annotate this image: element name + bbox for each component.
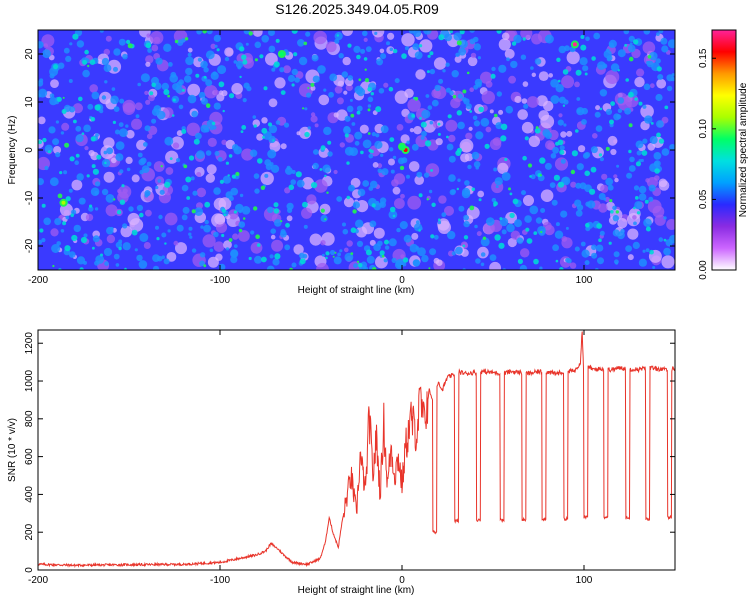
colorbar: 0.00 0.05 0.10 0.15 Normalized spectral amp… xyxy=(698,29,749,280)
spectral-peak xyxy=(279,52,284,56)
colorbar-tick-label: 0.10 xyxy=(698,119,709,139)
spectral-peak xyxy=(572,42,577,47)
figure-title: S126.2025.349.04.05.R09 xyxy=(275,1,439,17)
colorbar-gradient xyxy=(711,29,737,271)
x-tick-label: -100 xyxy=(210,575,230,586)
colorbar-ticks: 0.00 0.05 0.10 0.15 xyxy=(698,48,716,280)
snr-x-label: Height of straight line (km) xyxy=(298,585,415,596)
y-tick-label: 1200 xyxy=(24,332,35,355)
snr-frame xyxy=(37,329,676,571)
spectrogram-peaks xyxy=(59,40,579,207)
y-tick-label: 800 xyxy=(24,410,35,427)
y-tick-label: 10 xyxy=(24,96,35,108)
snr-background xyxy=(38,330,675,570)
x-tick-label: -200 xyxy=(28,275,48,286)
spectrogram-x-label: Height of straight line (km) xyxy=(298,285,415,296)
spectral-peak xyxy=(400,144,404,149)
x-tick-label: -200 xyxy=(28,575,48,586)
spectrogram-heatmap xyxy=(38,30,675,270)
x-tick-label: -100 xyxy=(210,275,230,286)
snr-y-label: SNR (10 * v/v) xyxy=(7,418,18,482)
spectral-peak xyxy=(61,200,66,205)
x-tick-label: 100 xyxy=(576,275,593,286)
x-tick-label: 0 xyxy=(399,275,405,286)
snr-series-line xyxy=(38,331,675,569)
spectrogram-y-label: Frequency (Hz) xyxy=(7,116,18,185)
y-tick-label: -10 xyxy=(24,190,35,205)
y-tick-label: -20 xyxy=(24,238,35,253)
colorbar-tick-label: 0.05 xyxy=(698,189,709,209)
colorbar-tick-label: 0.00 xyxy=(698,260,709,280)
y-tick-label: 0 xyxy=(24,567,35,573)
y-tick-label: 0 xyxy=(24,147,35,153)
colorbar-label: Normalized spectral amplitude xyxy=(738,82,749,217)
y-tick-label: 600 xyxy=(24,448,35,465)
y-tick-label: 200 xyxy=(24,523,35,540)
colorbar-tick-label: 0.15 xyxy=(698,48,709,68)
x-tick-label: 100 xyxy=(576,575,593,586)
y-tick-label: 20 xyxy=(24,48,35,60)
x-tick-label: 0 xyxy=(399,575,405,586)
y-tick-label: 1000 xyxy=(24,369,35,392)
y-tick-label: 400 xyxy=(24,486,35,503)
